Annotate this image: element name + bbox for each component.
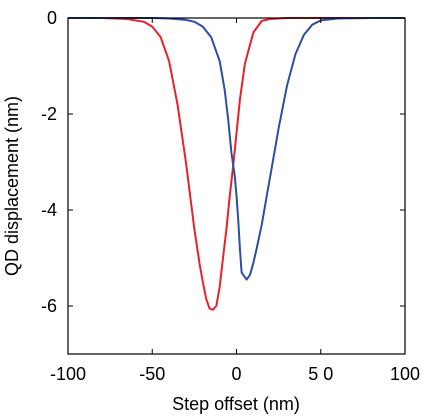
x-tick-label: -100 [50,364,86,384]
x-tick-label: 100 [390,364,420,384]
series-line-2 [68,17,405,281]
y-tick-label: 0 [47,8,57,28]
series-layer [68,17,405,311]
x-tick-label: 5 0 [308,364,333,384]
x-axis-label: Step offset (nm) [172,394,300,414]
y-tick-label: -2 [41,104,57,124]
y-tick-labels: 0 -2 -4 -6 [41,8,57,316]
tick-layer [67,17,406,354]
x-tick-labels: -100 -50 0 5 0 100 [50,364,420,384]
x-tick-label: -50 [139,364,165,384]
series-line-1 [68,17,405,311]
y-tick-label: -4 [41,200,57,220]
y-axis-label: QD displacement (nm) [2,96,22,276]
y-tick-label: -6 [41,296,57,316]
x-tick-label: 0 [231,364,241,384]
